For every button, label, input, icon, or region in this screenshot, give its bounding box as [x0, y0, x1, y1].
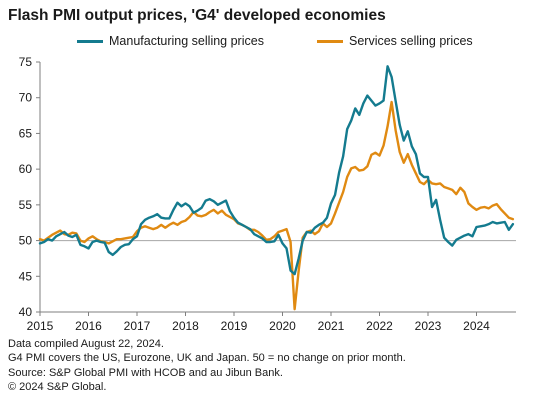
x-tick-label: 2021 — [318, 319, 345, 333]
y-tick-label: 45 — [19, 269, 33, 283]
y-tick-label: 65 — [19, 126, 33, 140]
x-tick-label: 2017 — [124, 319, 151, 333]
footnotes: Data compiled August 22, 2024. G4 PMI co… — [8, 337, 406, 394]
x-tick-label: 2019 — [221, 319, 248, 333]
chart-legend: Manufacturing selling prices Services se… — [0, 34, 548, 54]
legend-item-services: Services selling prices — [317, 34, 473, 48]
y-tick-label: 50 — [19, 234, 33, 248]
footnote-source: Source: S&P Global PMI with HCOB and au … — [8, 366, 283, 379]
series-line-services — [38, 100, 515, 311]
footnote-coverage: G4 PMI covers the US, Eurozone, UK and J… — [8, 352, 406, 365]
legend-swatch-manufacturing — [77, 39, 103, 43]
y-tick-label: 70 — [19, 91, 33, 105]
x-tick-label: 2022 — [366, 319, 393, 333]
legend-swatch-services — [317, 39, 343, 43]
x-tick-label: 2018 — [172, 319, 199, 333]
x-tick-label: 2015 — [27, 319, 54, 333]
footnote-copyright: © 2024 S&P Global. — [8, 380, 107, 393]
y-tick-label: 75 — [19, 55, 33, 69]
legend-label-manufacturing: Manufacturing selling prices — [109, 34, 264, 48]
x-tick-label: 2020 — [269, 319, 296, 333]
legend-item-manufacturing: Manufacturing selling prices — [77, 34, 264, 48]
series-line-manufacturing — [38, 65, 515, 276]
x-tick-label: 2024 — [463, 319, 490, 333]
legend-label-services: Services selling prices — [349, 34, 473, 48]
chart-title: Flash PMI output prices, 'G4' developed … — [8, 7, 386, 24]
x-tick-label: 2023 — [415, 319, 442, 333]
footnote-data-compiled: Data compiled August 22, 2024. — [8, 338, 164, 350]
x-tick-label: 2016 — [75, 319, 102, 333]
y-tick-label: 60 — [19, 162, 33, 176]
y-tick-label: 55 — [19, 198, 33, 212]
y-tick-label: 40 — [19, 305, 33, 319]
